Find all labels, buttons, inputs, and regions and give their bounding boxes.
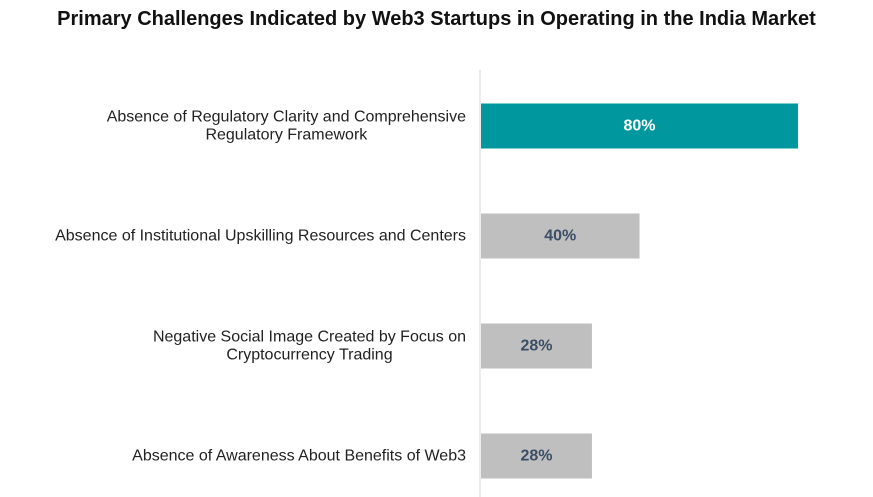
category-label-4: Absence of Awareness About Benefits of W…: [132, 448, 466, 465]
category-label-2: Absence of Institutional Upskilling Reso…: [55, 228, 466, 245]
chart-title: Primary Challenges Indicated by Web3 Sta…: [57, 8, 816, 30]
bar-2: [481, 213, 640, 259]
bar-1: [481, 103, 798, 149]
category-label-1: Absence of Regulatory Clarity and Compre…: [107, 109, 466, 144]
category-label-3: Negative Social Image Created by Focus o…: [153, 329, 466, 364]
bar-4: [481, 433, 592, 479]
bar-value-label-3: 28%: [520, 338, 552, 355]
bar-value-label-2: 40%: [544, 228, 576, 245]
bar-value-label-1: 80%: [623, 118, 655, 135]
bar-value-label-4: 28%: [520, 448, 552, 465]
bar-3: [481, 323, 592, 369]
